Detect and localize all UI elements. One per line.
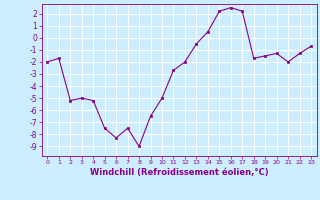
X-axis label: Windchill (Refroidissement éolien,°C): Windchill (Refroidissement éolien,°C) [90,168,268,177]
